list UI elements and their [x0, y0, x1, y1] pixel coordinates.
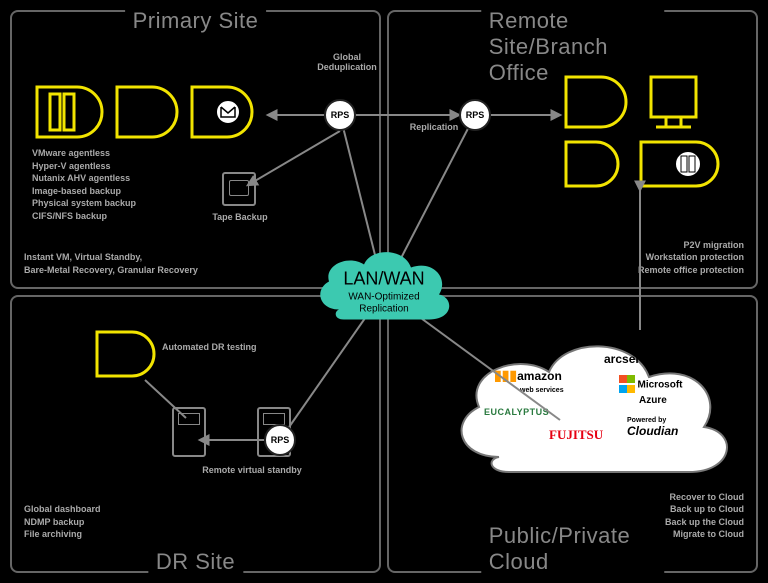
primary-shapes: [32, 82, 262, 142]
remote-features: P2V migration Workstation protection Rem…: [638, 239, 744, 277]
vendor-amazon: ▮▮▮amazon web services: [494, 367, 564, 394]
primary-features-bottom: Instant VM, Virtual Standby, Bare-Metal …: [24, 251, 198, 276]
label-global-dedup: GlobalDeduplication: [312, 52, 382, 72]
server-1: [172, 407, 206, 457]
lanwan-label: LAN/WAN WAN-OptimizedReplication: [343, 268, 424, 315]
label-autodr: Automated DR testing: [162, 342, 282, 352]
label-tape: Tape Backup: [210, 212, 270, 222]
tape-icon: [222, 172, 256, 206]
vendor-fujitsu: FUJITSU: [549, 427, 603, 443]
vendor-azure: Microsoft Azure: [619, 375, 683, 406]
label-remote-vs: Remote virtual standby: [187, 465, 317, 475]
rps-remote: RPS: [459, 99, 491, 131]
vendor-eucalyptus: EUCALYPTUS: [484, 407, 549, 417]
label-replication: Replication: [399, 122, 469, 132]
primary-features-list: VMware agentless Hyper-V agentless Nutan…: [32, 147, 136, 223]
dr-shape: [92, 327, 162, 382]
title-primary: Primary Site: [125, 8, 267, 34]
cloud-features: Recover to Cloud Back up to Cloud Back u…: [665, 491, 744, 541]
title-dr: DR Site: [148, 549, 243, 575]
rps-primary: RPS: [324, 99, 356, 131]
remote-shapes: [556, 72, 736, 192]
dr-features: Global dashboard NDMP backup File archiv…: [24, 503, 101, 541]
lanwan-title: LAN/WAN: [343, 268, 424, 289]
rps-dr: RPS: [264, 424, 296, 456]
title-cloud: Public/Private Cloud: [481, 523, 665, 575]
vendor-arcserve: arcserve CLOUD: [604, 352, 687, 366]
vendor-cloudian: Powered byCloudian: [627, 417, 678, 438]
